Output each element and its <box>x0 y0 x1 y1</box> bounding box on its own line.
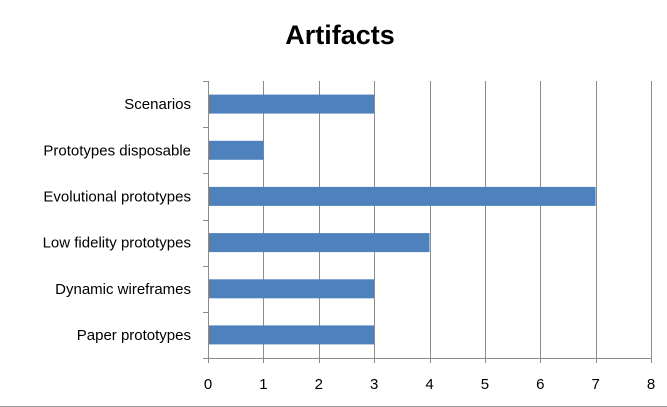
y-category-label-scenarios: Scenarios <box>124 96 191 113</box>
y-category-label-paper-prototypes: Paper prototypes <box>77 327 191 344</box>
x-tick-label-6: 6 <box>536 376 544 393</box>
axes <box>203 81 652 363</box>
y-category-label-prototypes-disposable: Prototypes disposable <box>43 142 191 159</box>
y-category-label-dynamic-wireframes: Dynamic wireframes <box>55 281 191 298</box>
bar-low-fidelity-prototypes <box>208 233 430 253</box>
y-category-label-low-fidelity-prototypes: Low fidelity prototypes <box>43 235 191 252</box>
bar-prototypes-disposable <box>208 140 264 160</box>
bar-paper-prototypes <box>208 325 375 345</box>
bar-scenarios <box>208 94 375 114</box>
x-tick-label-8: 8 <box>647 376 655 393</box>
x-tick-label-5: 5 <box>481 376 489 393</box>
y-category-label-evolutional-prototypes: Evolutional prototypes <box>43 188 191 205</box>
bars <box>208 94 596 345</box>
x-tick-label-0: 0 <box>204 376 212 393</box>
chart-title: Artifacts <box>285 20 395 50</box>
x-tick-label-4: 4 <box>425 376 433 393</box>
x-tick-label-2: 2 <box>315 376 323 393</box>
bar-evolutional-prototypes <box>208 186 596 206</box>
x-tick-label-3: 3 <box>370 376 378 393</box>
x-tick-label-7: 7 <box>591 376 599 393</box>
bar-dynamic-wireframes <box>208 279 375 299</box>
grid-lines <box>263 81 652 358</box>
labels: 0 1 2 3 4 5 6 7 8 Scenarios Prototypes disposable E… <box>43 96 656 393</box>
x-tick-label-1: 1 <box>259 376 267 393</box>
